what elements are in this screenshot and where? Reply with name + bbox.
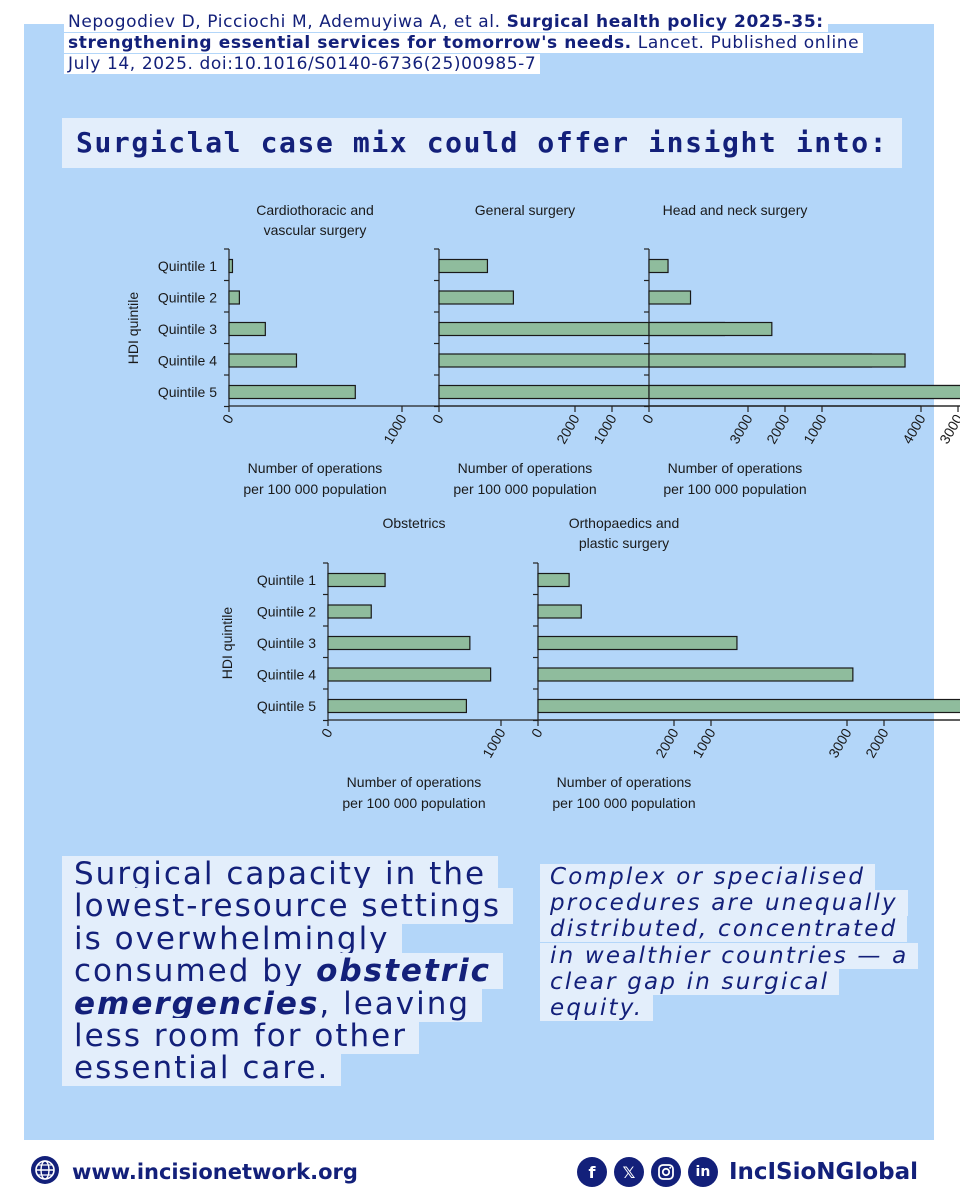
chart3-bar <box>648 290 692 305</box>
chart3-x-tick-label: 0 <box>639 411 657 426</box>
takeaway-left-emphasis: obstetric emergencies <box>74 953 492 1022</box>
footer-website[interactable]: www.incisionetwork.org <box>30 1152 358 1192</box>
chart4-title: Obstetrics <box>382 515 445 531</box>
chart4-category-label: Quintile 3 <box>257 635 316 651</box>
chart1-category-label: Quintile 2 <box>158 290 217 306</box>
citation: Nepogodiev D, Picciochi M, Ademuyiwa A, … <box>64 12 896 75</box>
chart1-y-axis-label: HDI quintile <box>125 292 141 365</box>
citation-authors: Nepogodiev D, Picciochi M, Ademuyiwa A, … <box>68 12 507 32</box>
citation-rest: Lancet. Published online July 14, 2025. … <box>68 33 860 74</box>
chart1-x-tick-label: 0 <box>219 411 237 426</box>
chart3-x-tick-label: 1000 <box>800 411 830 446</box>
chart2-x-axis-label-line1: Number of operations <box>458 460 593 476</box>
chart4-bar <box>327 604 372 619</box>
linkedin-icon[interactable]: in <box>687 1157 718 1187</box>
chart1-title-line2: vascular surgery <box>264 222 367 238</box>
takeaway-left-after: , leaving less room for other essential … <box>74 985 471 1087</box>
chart3-x-axis-label-line1: Number of operations <box>668 460 803 476</box>
chart2-bar <box>438 290 514 305</box>
takeaway-right: Complex or specialised procedures are un… <box>540 864 920 1022</box>
chart2-x-tick-label: 3000 <box>936 411 960 446</box>
takeaway-left-before: Surgical capacity in the lowest-resource… <box>74 856 502 990</box>
chart5-x-tick-label: 0 <box>528 725 546 740</box>
chart2-x-axis-label-line2: per 100 000 population <box>453 481 596 497</box>
chart5-bar <box>537 604 582 619</box>
chart5-bar <box>537 698 960 714</box>
chart5-title: Orthopaedics and plastic surgery <box>569 515 680 551</box>
chart1-bar <box>228 321 266 337</box>
chart1-x-tick-label: 3000 <box>726 411 756 446</box>
chart4-category-label: Quintile 4 <box>257 667 316 683</box>
chart5-x-tick-label: 1000 <box>689 725 719 760</box>
chart1-x-axis-label-line1: Number of operations <box>248 460 383 476</box>
chart3-bar <box>648 353 906 368</box>
chart4-y-axis-label: HDI quintile <box>219 607 235 680</box>
chart1-x-tick-label: 4000 <box>899 411 929 446</box>
chart1-x-tick-label: 1000 <box>380 411 410 446</box>
chart4-x-axis-label-line2: per 100 000 population <box>342 795 485 811</box>
chart4-x-tick-label: 3000 <box>825 725 855 760</box>
chart1-bar <box>228 290 240 305</box>
chart1-category-label: Quintile 3 <box>158 321 217 337</box>
chart2-title: General surgery <box>475 202 575 218</box>
chart1-title-line1: Cardiothoracic and <box>256 202 374 218</box>
chart1-title: Cardiothoracic and vascular surgery <box>256 202 374 238</box>
chart1-category-label: Quintile 1 <box>158 258 217 274</box>
chart2-x-tick-label: 1000 <box>590 411 620 446</box>
chart1-category-label: Quintile 4 <box>158 353 217 369</box>
chart4-bar <box>327 635 471 651</box>
website-link[interactable]: www.incisionetwork.org <box>72 1160 358 1184</box>
chart5-title-line1: Orthopaedics and <box>569 515 680 531</box>
chart4-x-axis-label-line1: Number of operations <box>347 774 482 790</box>
chart3-bar <box>648 384 960 400</box>
social-handle[interactable]: IncISioNGlobal <box>728 1159 918 1185</box>
chart2-x-tick-label: 2000 <box>763 411 793 446</box>
chart2-bar <box>438 258 489 274</box>
chart3-bar <box>648 258 669 274</box>
chart4-category-label: Quintile 5 <box>257 698 316 714</box>
chart1-category-label: Quintile 5 <box>158 384 217 400</box>
x-icon[interactable]: 𝕏 <box>613 1157 644 1187</box>
chart5-x-axis-label-line1: Number of operations <box>557 774 692 790</box>
chart4-bar <box>327 667 492 682</box>
chart1-x-axis-label-line2: per 100 000 population <box>243 481 386 497</box>
chart2-x-tick-label: 0 <box>429 411 447 426</box>
facebook-icon[interactable]: f <box>576 1157 607 1187</box>
chart3-bar <box>648 321 773 337</box>
chart5-x-axis-label-line2: per 100 000 population <box>552 795 695 811</box>
citation-title: Surgical health policy 2025-35: strength… <box>68 12 824 53</box>
chart4-x-tick-label: 0 <box>318 725 336 740</box>
section-heading: Surgiclal case mix could offer insight i… <box>62 118 903 168</box>
chart4-category-label: Quintile 2 <box>257 604 316 620</box>
chart1-bar <box>228 353 298 368</box>
chart4-bar <box>327 698 467 714</box>
chart4-x-tick-label: 2000 <box>652 725 682 760</box>
takeaway-left: Surgical capacity in the lowest-resource… <box>62 856 522 1087</box>
chart5-bar <box>537 635 738 651</box>
globe-icon <box>30 1155 60 1189</box>
chart4-category-label: Quintile 1 <box>257 572 316 588</box>
chart5-bar <box>537 572 570 588</box>
takeaway-right-text: Complex or specialised procedures are un… <box>540 864 919 1022</box>
chart5-title-line2: plastic surgery <box>579 535 669 551</box>
instagram-icon[interactable] <box>650 1157 681 1187</box>
chart1-bar <box>228 258 234 274</box>
chart3-x-axis-label-line2: per 100 000 population <box>663 481 806 497</box>
chart4-x-tick-label: 1000 <box>479 725 509 760</box>
chart5-x-tick-label: 2000 <box>862 725 892 760</box>
chart3-title: Head and neck surgery <box>663 202 808 218</box>
chart1-x-tick-label: 2000 <box>553 411 583 446</box>
chart1-bar <box>228 384 356 400</box>
footer-social: f 𝕏 in IncISioNGlobal <box>576 1152 918 1192</box>
chart5-bar <box>537 667 854 682</box>
chart4-bar <box>327 572 386 588</box>
